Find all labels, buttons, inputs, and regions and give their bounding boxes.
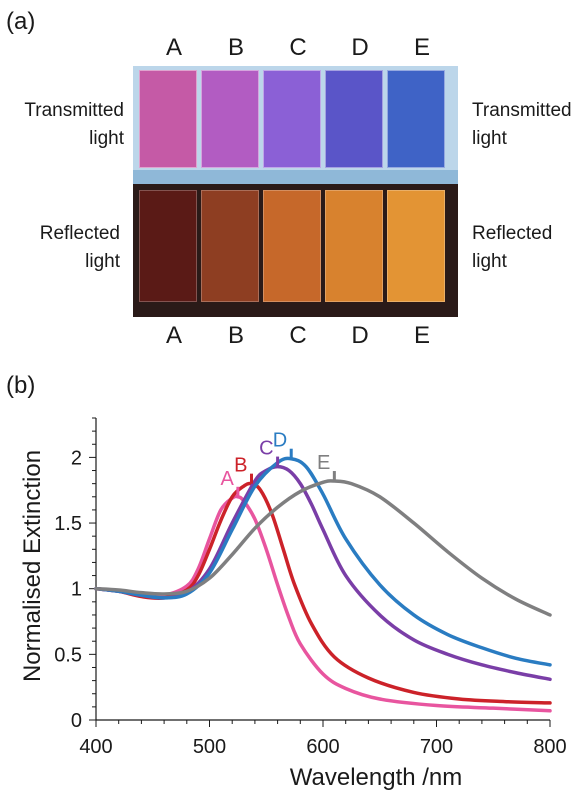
- x-axis-label: Wavelength /nm: [290, 764, 463, 791]
- x-tick-label: 500: [193, 736, 226, 758]
- y-tick-label: 1.5: [54, 513, 82, 535]
- right-transmitted-line-2: light: [472, 128, 507, 149]
- left-reflected-line-2: light: [85, 251, 120, 272]
- right-transmitted-label: Transmitted light: [472, 97, 584, 153]
- y-tick-label: 0: [71, 710, 82, 732]
- vial-b-transmitted: [201, 70, 259, 168]
- peak-label-d: D: [273, 430, 287, 452]
- vial-d-reflected: [325, 190, 383, 302]
- peak-label-b: B: [234, 455, 247, 477]
- right-reflected-line-1: Reflected: [472, 223, 553, 244]
- left-transmitted-line-1: Transmitted: [24, 100, 124, 121]
- vial-e-reflected: [387, 190, 445, 302]
- y-axis-label: Normalised Extinction: [19, 450, 46, 682]
- left-transmitted-line-2: light: [89, 128, 124, 149]
- left-reflected-line-1: Reflected: [39, 223, 120, 244]
- series-line-d: [94, 456, 552, 667]
- column-label-bottom-c: C: [289, 322, 307, 349]
- column-label-top-d: D: [351, 34, 369, 61]
- left-reflected-label: Reflected light: [2, 220, 120, 276]
- left-transmitted-label: Transmitted light: [2, 97, 124, 153]
- column-label-top-b: B: [227, 34, 244, 61]
- vials-photo: [133, 66, 458, 317]
- photo-vial-divider: [133, 170, 458, 184]
- right-transmitted-line-1: Transmitted: [472, 100, 572, 121]
- x-tick-label: 600: [306, 736, 339, 758]
- vial-c-reflected: [263, 190, 321, 302]
- column-label-bottom-a: A: [165, 322, 182, 349]
- column-label-top-a: A: [165, 34, 182, 61]
- series-line-e: [94, 479, 552, 617]
- vial-b-reflected: [201, 190, 259, 302]
- peak-label-e: E: [317, 452, 330, 474]
- vial-a-transmitted: [139, 70, 197, 168]
- chart-peak-labels: ABC D E: [221, 430, 336, 497]
- right-reflected-label: Reflected light: [472, 220, 584, 276]
- chart-series: [94, 456, 552, 713]
- peak-label-c: C: [259, 438, 273, 460]
- panel-a-label: (a): [6, 8, 36, 35]
- column-label-bottom-d: D: [351, 322, 369, 349]
- y-tick-label: 2: [71, 447, 82, 469]
- x-tick-label: 800: [533, 736, 566, 758]
- chart-axes: 400 500 600 700 800 0 0.5 1 1.5 2: [54, 417, 567, 758]
- panel-b-label: (b): [6, 372, 36, 399]
- vial-c-transmitted: [263, 70, 321, 168]
- peak-label-a: A: [221, 468, 235, 490]
- vial-d-transmitted: [325, 70, 383, 168]
- x-tick-label: 400: [79, 736, 112, 758]
- y-tick-label: 1: [71, 579, 82, 601]
- vial-a-reflected: [139, 190, 197, 302]
- column-label-top-e: E: [413, 34, 430, 61]
- x-tick-label: 700: [420, 736, 453, 758]
- column-label-bottom-b: B: [227, 322, 244, 349]
- column-label-top-c: C: [289, 34, 307, 61]
- y-tick-label: 0.5: [54, 644, 82, 666]
- right-reflected-line-2: light: [472, 251, 507, 272]
- column-label-bottom-e: E: [413, 322, 430, 349]
- vial-e-transmitted: [387, 70, 445, 168]
